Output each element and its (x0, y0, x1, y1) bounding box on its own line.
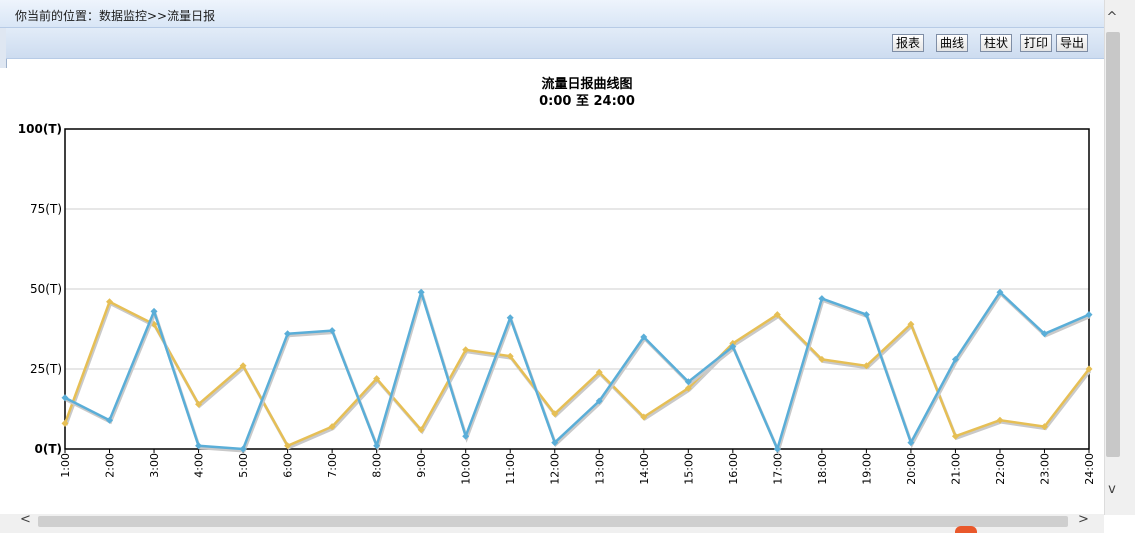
x-tick-label: 24:00 (1083, 453, 1096, 485)
data-point (1085, 311, 1093, 319)
y-tick-label: 25(T) (30, 362, 62, 376)
x-tick-label: 22:00 (994, 453, 1007, 485)
data-point (284, 330, 292, 338)
chart-title: 流量日报曲线图 (541, 76, 632, 92)
data-point (1040, 330, 1048, 338)
data-point (150, 307, 158, 315)
x-tick-label: 11:00 (504, 453, 517, 485)
data-point (551, 439, 559, 447)
data-point (506, 314, 514, 322)
bar-chart-button[interactable]: 柱状 (980, 34, 1013, 52)
scroll-down-icon[interactable]: v (1108, 482, 1116, 497)
report-button[interactable]: 报表 (892, 34, 925, 52)
series-shadow (64, 301, 1092, 450)
data-point (417, 426, 425, 434)
horizontal-scroll-thumb[interactable] (38, 516, 1068, 527)
print-button[interactable]: 打印 (1020, 34, 1053, 52)
y-tick-label: 50(T) (30, 282, 62, 296)
x-tick-label: 14:00 (638, 453, 651, 485)
series-shadow (65, 288, 1091, 456)
x-tick-label: 1:00 (59, 453, 72, 478)
data-point (818, 355, 826, 363)
x-tick-label: 16:00 (727, 453, 740, 485)
data-point (239, 362, 247, 370)
x-tick-label: 21:00 (949, 453, 962, 485)
data-point (1085, 365, 1093, 373)
scroll-right-icon[interactable]: > (1078, 512, 1089, 527)
data-point (862, 311, 870, 319)
data-point (195, 442, 203, 450)
data-point (640, 333, 648, 341)
line-chart: 流量日报曲线图 0:00 至 24:00 0(T) 25(T) 50(T) 75(T) 10… (18, 76, 1096, 485)
x-tick-label: 3:00 (148, 453, 161, 478)
data-point (951, 432, 959, 440)
data-point (907, 320, 915, 328)
vertical-scroll-thumb[interactable] (1106, 32, 1120, 457)
x-tick-label: 19:00 (860, 453, 873, 485)
data-point (951, 355, 959, 363)
data-point (862, 362, 870, 370)
data-point (61, 394, 69, 402)
data-point (996, 416, 1004, 424)
plot-area-border (64, 128, 1090, 450)
x-tick-label: 13:00 (593, 453, 606, 485)
x-tick-label: 6:00 (282, 453, 295, 478)
x-tick-label: 10:00 (460, 453, 473, 485)
data-point (462, 432, 470, 440)
data-point (506, 352, 514, 360)
data-point (328, 327, 336, 335)
data-point (595, 397, 603, 405)
data-point (462, 346, 470, 354)
scroll-up-icon[interactable]: ^ (1106, 10, 1118, 25)
data-point (195, 400, 203, 408)
breadcrumb: 你当前的位置：数据监控>>流量日报 (15, 9, 216, 23)
series-line-1 (63, 300, 1090, 448)
data-point (239, 445, 247, 453)
series-line-2 (64, 290, 1090, 451)
data-point (773, 445, 781, 453)
x-tick-label: 9:00 (415, 453, 428, 478)
x-tick-label: 15:00 (682, 453, 695, 485)
x-tick-label: 4:00 (193, 453, 206, 478)
data-point (61, 419, 69, 427)
data-point (773, 311, 781, 319)
chart-subtitle: 0:00 至 24:00 (539, 94, 635, 109)
breadcrumb-bar: 你当前的位置：数据监控>>流量日报 (0, 0, 1104, 28)
data-point (551, 410, 559, 418)
data-point (284, 442, 292, 450)
x-tick-label: 8:00 (371, 453, 384, 478)
x-tick-label: 7:00 (326, 453, 339, 478)
data-point (1040, 423, 1048, 431)
x-tick-label: 5:00 (237, 453, 250, 478)
x-tick-label: 17:00 (771, 453, 784, 485)
data-point (640, 413, 648, 421)
toolbar: 报表 曲线 柱状 打印 导出 (6, 28, 1104, 59)
data-point (818, 295, 826, 303)
data-point (684, 384, 692, 392)
data-point (328, 423, 336, 431)
x-tick-label: 23:00 (1038, 453, 1051, 485)
data-point (684, 378, 692, 386)
x-tick-label: 20:00 (905, 453, 918, 485)
data-point (106, 416, 114, 424)
x-tick-label: 2:00 (104, 453, 117, 478)
data-point (373, 442, 381, 450)
curve-button[interactable]: 曲线 (936, 34, 969, 52)
x-tick-label: 12:00 (549, 453, 562, 485)
data-point (729, 343, 737, 351)
data-point (907, 439, 915, 447)
scroll-left-icon[interactable]: < (20, 512, 31, 527)
y-tick-label: 75(T) (30, 202, 62, 216)
y-tick-label: 0(T) (34, 442, 62, 456)
x-tick-label: 18:00 (816, 453, 829, 485)
data-point (373, 375, 381, 383)
taskbar-logo (955, 526, 977, 533)
data-point (417, 288, 425, 296)
data-point (595, 368, 603, 376)
data-point (996, 288, 1004, 296)
data-point (106, 298, 114, 306)
export-button[interactable]: 导出 (1056, 34, 1089, 52)
y-tick-label: 100(T) (18, 122, 62, 136)
